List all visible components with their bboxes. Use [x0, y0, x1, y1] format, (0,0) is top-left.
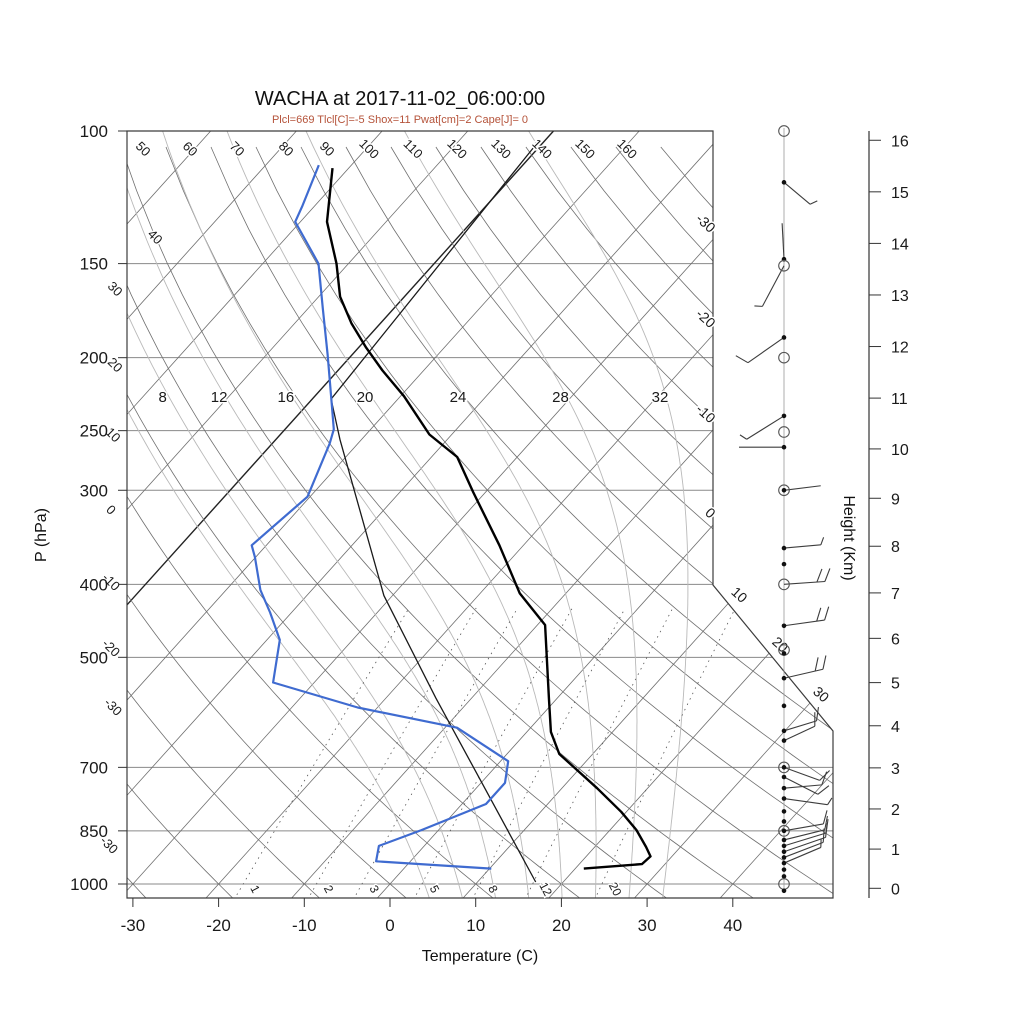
svg-text:130: 130: [488, 136, 514, 162]
svg-text:8: 8: [891, 539, 900, 556]
svg-text:10: 10: [728, 584, 750, 606]
svg-text:70: 70: [227, 138, 248, 159]
wind-barbs: [735, 125, 833, 894]
svg-text:0: 0: [103, 502, 119, 518]
svg-text:1000: 1000: [70, 875, 108, 894]
svg-text:-20: -20: [693, 305, 719, 331]
svg-text:1: 1: [247, 883, 263, 896]
svg-text:2: 2: [321, 883, 337, 896]
svg-text:110: 110: [401, 136, 426, 161]
svg-text:15: 15: [891, 185, 909, 202]
svg-text:20: 20: [357, 389, 374, 406]
svg-text:-20: -20: [206, 916, 231, 935]
svg-text:100: 100: [356, 136, 382, 162]
temperature-axis: -30 -20 -10 0 10 20 30 40: [121, 898, 742, 935]
svg-text:2: 2: [891, 802, 900, 819]
svg-text:-10: -10: [693, 401, 719, 427]
svg-text:50: 50: [133, 138, 154, 159]
svg-text:10: 10: [891, 442, 909, 459]
svg-text:6: 6: [891, 631, 900, 648]
svg-text:-30: -30: [693, 210, 719, 236]
chart-title: WACHA at 2017-11-02_06:00:00: [254, 88, 546, 110]
svg-text:200: 200: [80, 349, 108, 368]
svg-text:0: 0: [702, 504, 719, 521]
svg-text:8: 8: [485, 883, 501, 896]
svg-text:160: 160: [614, 136, 640, 162]
svg-text:40: 40: [145, 226, 166, 247]
svg-text:24: 24: [450, 389, 467, 406]
svg-text:80: 80: [276, 138, 297, 159]
svg-text:150: 150: [80, 255, 108, 274]
svg-text:1: 1: [891, 842, 900, 859]
svg-text:100: 100: [80, 122, 108, 141]
svg-text:5: 5: [427, 883, 443, 896]
svg-text:28: 28: [552, 389, 569, 406]
svg-text:32: 32: [652, 389, 669, 406]
chart-indices-subtitle: Plcl=669 Tlcl[C]=-5 Shox=11 Pwat[cm]=2 C…: [271, 114, 529, 126]
svg-text:400: 400: [80, 575, 108, 594]
svg-text:250: 250: [80, 422, 108, 441]
svg-text:16: 16: [891, 133, 909, 150]
svg-text:30: 30: [638, 916, 657, 935]
svg-text:14: 14: [891, 236, 909, 253]
svg-text:30: 30: [105, 278, 126, 299]
svg-text:60: 60: [180, 138, 201, 159]
temperature-curve: [325, 167, 652, 870]
svg-text:700: 700: [80, 758, 108, 777]
parcel-line: [330, 146, 537, 883]
svg-text:11: 11: [891, 391, 908, 408]
svg-text:12: 12: [211, 389, 228, 406]
svg-text:300: 300: [80, 481, 108, 500]
svg-text:0: 0: [891, 881, 900, 898]
svg-text:5: 5: [891, 676, 900, 693]
svg-text:3: 3: [366, 883, 382, 896]
svg-text:12: 12: [536, 880, 555, 899]
svg-text:20: 20: [606, 880, 625, 899]
dewpoint-curve: [250, 164, 510, 870]
svg-text:13: 13: [891, 288, 909, 305]
svg-text:10: 10: [466, 916, 485, 935]
svg-text:9: 9: [891, 491, 900, 508]
svg-text:-10: -10: [292, 916, 317, 935]
svg-text:40: 40: [723, 916, 742, 935]
svg-text:120: 120: [444, 136, 470, 162]
svg-text:12: 12: [891, 340, 909, 357]
svg-text:8: 8: [158, 389, 166, 406]
svg-text:850: 850: [80, 822, 108, 841]
svg-text:20: 20: [552, 916, 571, 935]
svg-text:150: 150: [572, 136, 598, 162]
plot-grid: [127, 131, 833, 898]
svg-text:-30: -30: [101, 695, 125, 719]
svg-text:4: 4: [891, 719, 900, 736]
svg-text:140: 140: [529, 136, 555, 162]
temperature-axis-label: Temperature (C): [421, 948, 539, 965]
grid-labels: 50 60 70 80 90 100 110 120 130 140 150 160403020100…: [96, 134, 834, 900]
svg-text:90: 90: [317, 138, 338, 159]
plot-frame: [126, 130, 834, 899]
svg-text:0: 0: [385, 916, 394, 935]
svg-text:3: 3: [891, 761, 900, 778]
svg-text:16: 16: [277, 389, 294, 406]
svg-text:-30: -30: [121, 916, 146, 935]
svg-text:30: 30: [810, 683, 832, 705]
svg-text:7: 7: [891, 586, 900, 603]
svg-text:500: 500: [80, 648, 108, 667]
